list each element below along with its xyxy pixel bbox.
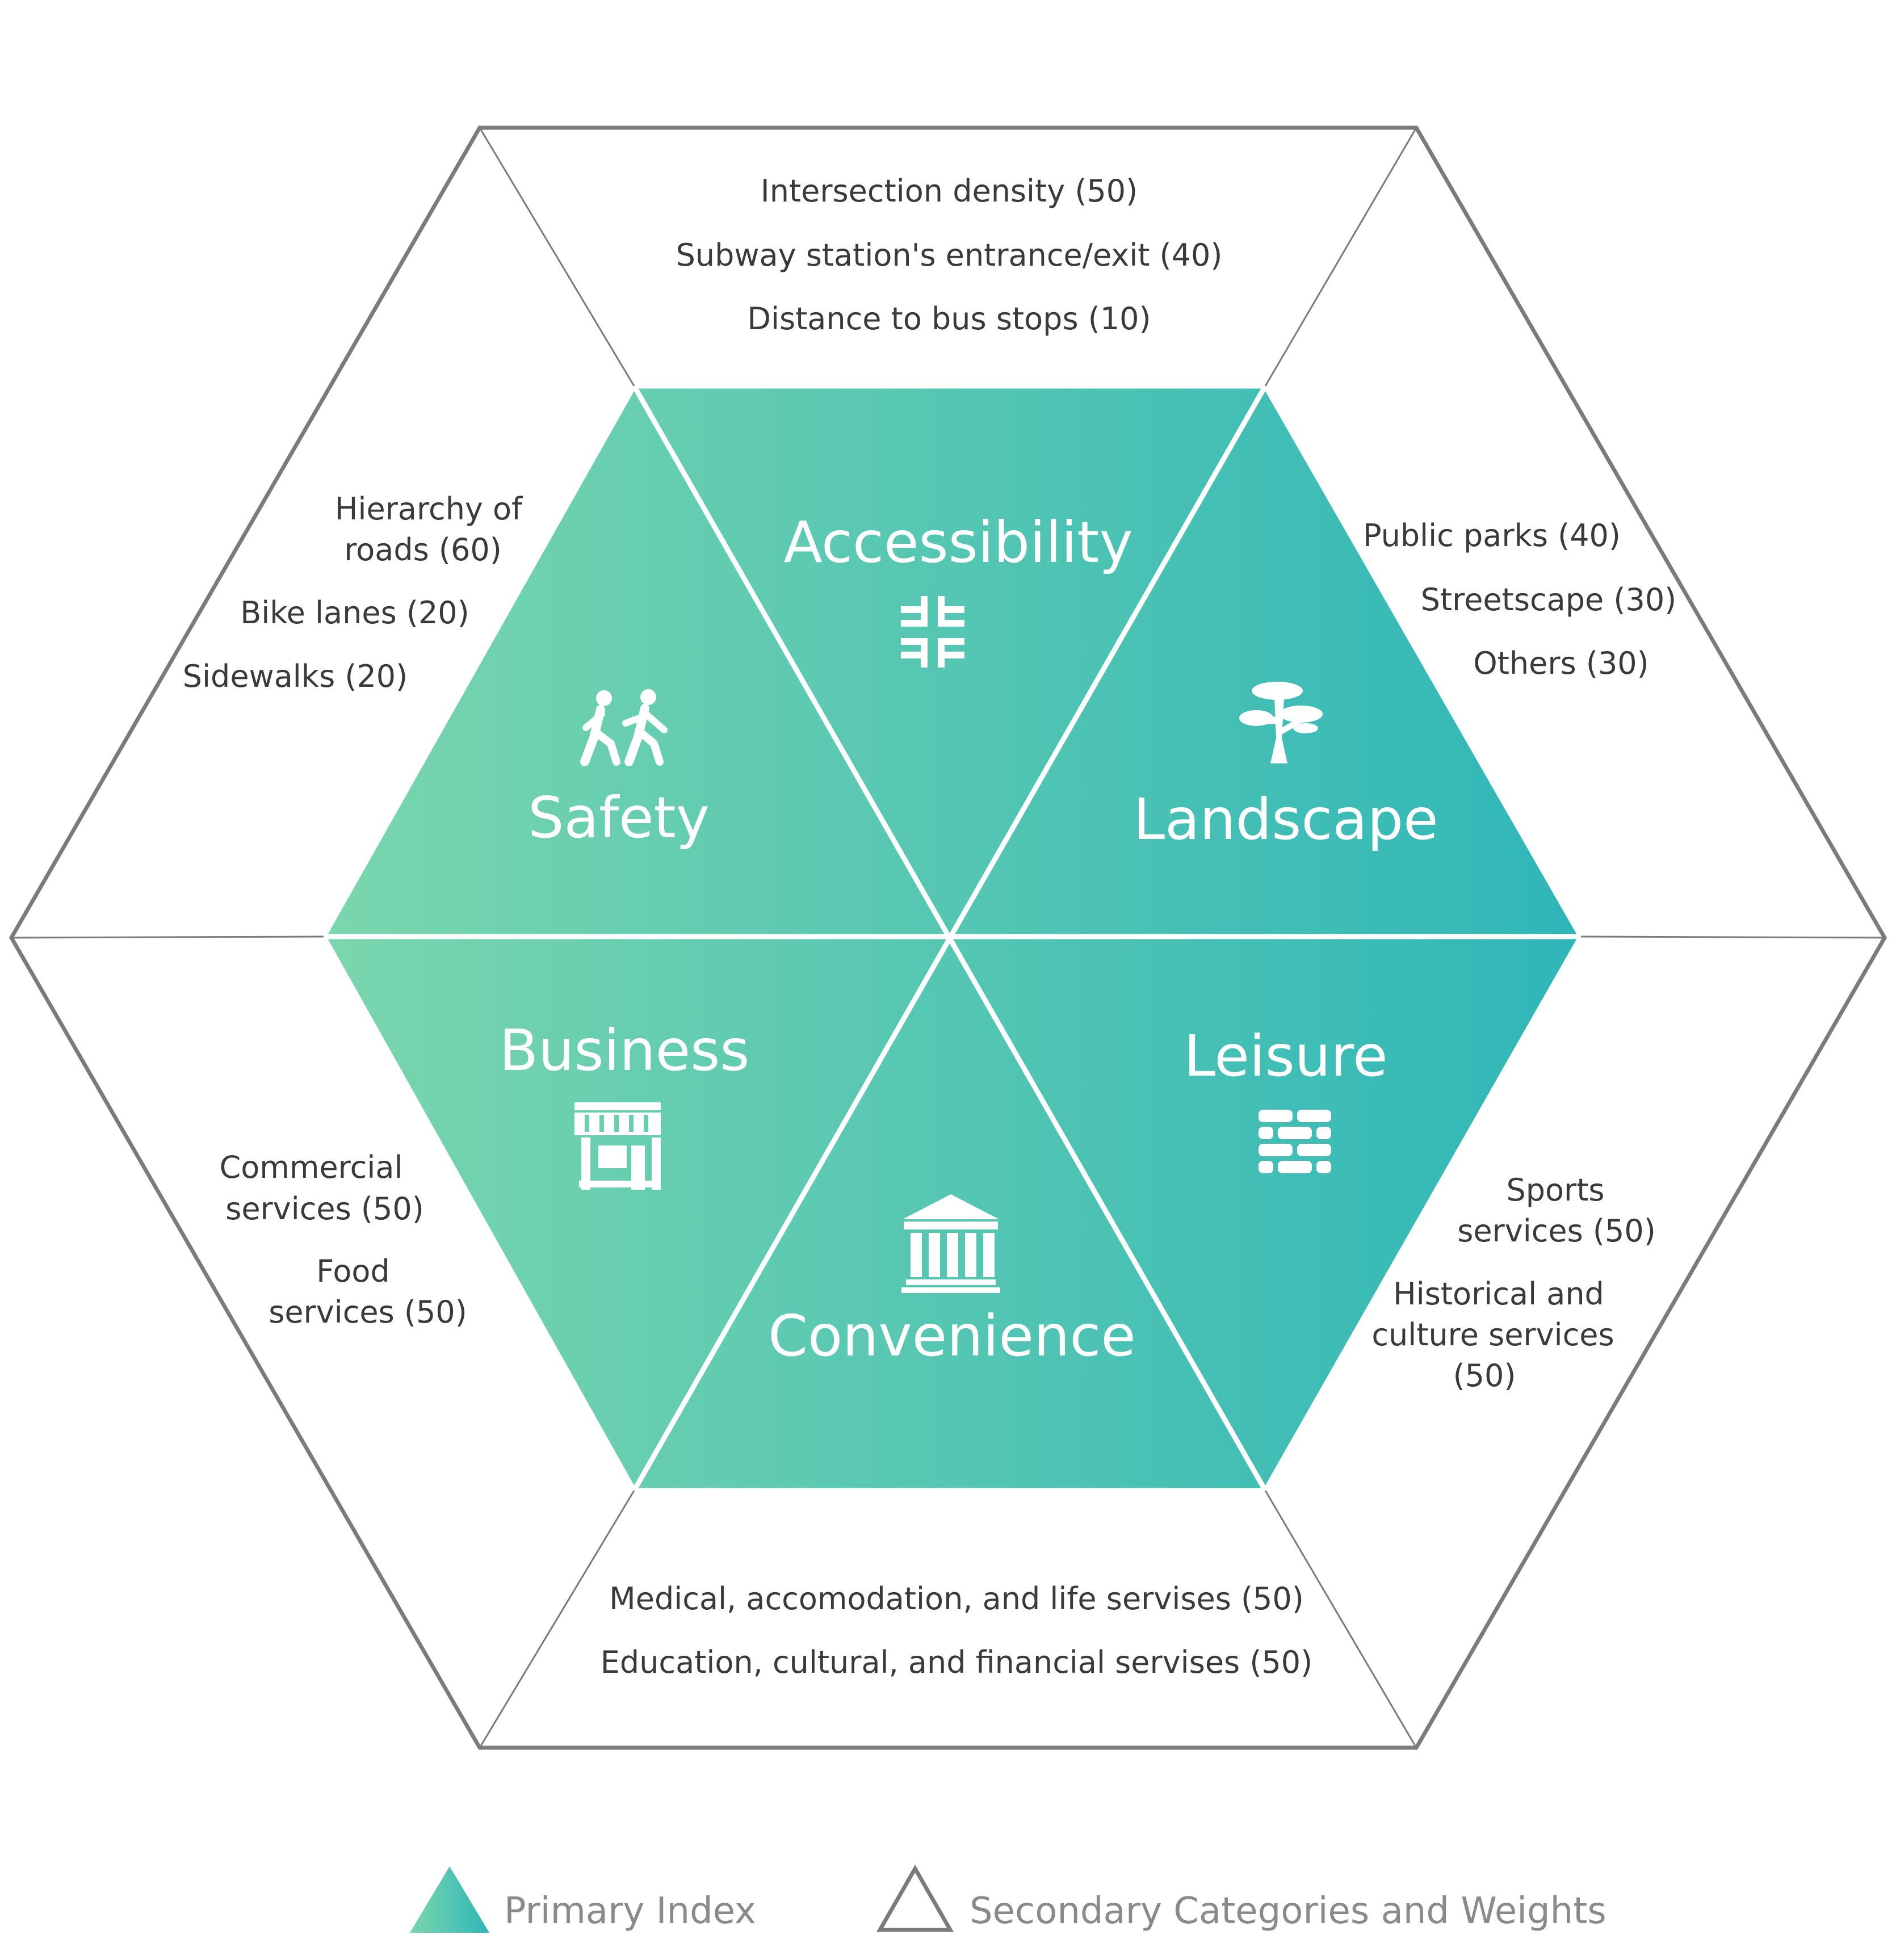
secondary-item: Food	[316, 1253, 390, 1289]
primary-label-convenience: Convenience	[768, 1303, 1136, 1369]
secondary-item: services (50)	[269, 1294, 467, 1330]
secondary-item: Medical, accomodation, and life servises…	[609, 1581, 1304, 1617]
secondary-item: Subway station's entrance/exit (40)	[676, 237, 1223, 273]
legend-primary-label: Primary Index	[504, 1890, 756, 1932]
legend-primary-swatch	[410, 1866, 489, 1933]
secondary-item: Commercial	[220, 1149, 403, 1185]
secondary-convenience: Medical, accomodation, and life servises…	[601, 1581, 1312, 1680]
secondary-business: Commercial services (50) Food services (…	[220, 1149, 467, 1330]
primary-label-business: Business	[500, 1017, 750, 1084]
secondary-connectors	[11, 127, 1885, 1748]
secondary-item: Distance to bus stops (10)	[747, 301, 1151, 337]
secondary-item: Sidewalks (20)	[183, 658, 408, 694]
legend-secondary-swatch	[876, 1864, 954, 1932]
secondary-item: Sports	[1506, 1172, 1604, 1208]
secondary-safety: Hierarchy of roads (60) Bike lanes (20) …	[183, 491, 523, 694]
tree-icon	[1239, 682, 1323, 763]
secondary-item: Public parks (40)	[1363, 518, 1621, 553]
merge-arrows-icon	[901, 596, 964, 668]
primary-label-leisure: Leisure	[1184, 1023, 1387, 1089]
secondary-item: culture services	[1371, 1317, 1614, 1353]
legend: Primary Index Secondary Categories and W…	[410, 1864, 1606, 1933]
brick-wall-icon	[1259, 1110, 1331, 1173]
storefront-awning-stripes	[585, 1115, 648, 1132]
primary-label-landscape: Landscape	[1133, 786, 1438, 853]
secondary-item: Others (30)	[1473, 645, 1648, 681]
secondary-item: services (50)	[225, 1191, 424, 1227]
primary-labels: Accessibility Safety Landscape Business …	[500, 509, 1438, 1369]
secondary-item: (50)	[1453, 1358, 1516, 1394]
secondary-item: roads (60)	[344, 532, 502, 568]
storefront-icon	[574, 1102, 661, 1190]
secondary-item: Education, cultural, and financial servi…	[601, 1644, 1312, 1680]
secondary-item: Hierarchy of	[335, 491, 523, 527]
pedestrians-icon	[580, 689, 668, 766]
secondary-item: Bike lanes (20)	[240, 595, 469, 631]
secondary-item: Intersection density (50)	[761, 173, 1138, 209]
secondary-accessibility: Intersection density (50) Subway station…	[676, 173, 1223, 337]
secondary-item: services (50)	[1457, 1213, 1656, 1249]
legend-secondary-label: Secondary Categories and Weights	[970, 1890, 1606, 1932]
primary-label-accessibility: Accessibility	[783, 509, 1132, 576]
secondary-landscape: Public parks (40) Streetscape (30) Other…	[1363, 518, 1676, 681]
secondary-leisure: Sports services (50) Historical and cult…	[1371, 1172, 1655, 1394]
secondary-item: Streetscape (30)	[1421, 582, 1677, 618]
primary-label-safety: Safety	[528, 784, 710, 851]
secondary-item: Historical and	[1393, 1276, 1604, 1312]
institution-building-icon	[901, 1194, 1000, 1293]
